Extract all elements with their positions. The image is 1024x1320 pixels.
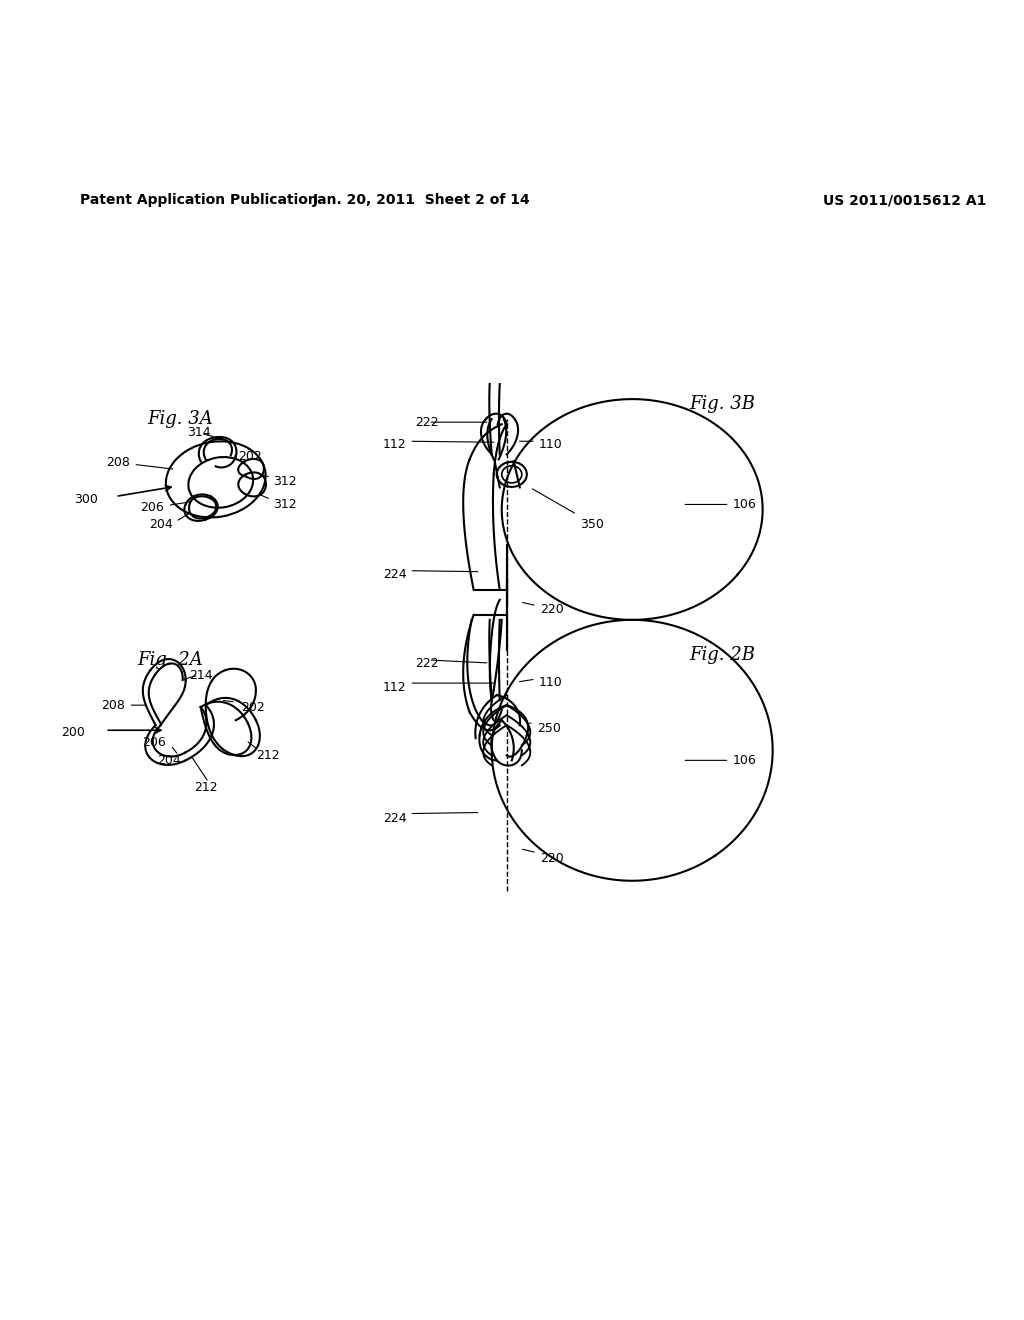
Text: 106: 106	[732, 754, 757, 767]
Text: Patent Application Publication: Patent Application Publication	[80, 194, 318, 207]
Text: 112: 112	[383, 681, 407, 693]
Text: 350: 350	[580, 517, 604, 531]
Text: 224: 224	[383, 568, 407, 581]
Text: 314: 314	[186, 426, 211, 438]
Text: 224: 224	[383, 812, 407, 825]
Text: 112: 112	[383, 438, 407, 450]
Text: 250: 250	[537, 722, 561, 735]
Text: Fig. 3B: Fig. 3B	[689, 395, 756, 413]
Text: Fig. 2A: Fig. 2A	[137, 651, 204, 669]
Text: Fig. 3A: Fig. 3A	[147, 411, 213, 428]
Text: 110: 110	[539, 676, 562, 689]
Text: 312: 312	[273, 475, 297, 488]
Text: 206: 206	[141, 735, 166, 748]
Text: 208: 208	[101, 698, 125, 711]
Text: 200: 200	[61, 726, 85, 739]
Text: 214: 214	[188, 668, 213, 681]
Text: 206: 206	[140, 502, 164, 513]
Text: 212: 212	[256, 748, 280, 762]
Text: 110: 110	[539, 438, 562, 450]
Text: Fig. 2B: Fig. 2B	[689, 645, 756, 664]
Text: US 2011/0015612 A1: US 2011/0015612 A1	[823, 194, 986, 207]
Text: 202: 202	[238, 450, 261, 463]
Text: 222: 222	[415, 656, 438, 669]
Text: 204: 204	[148, 517, 173, 531]
Text: 220: 220	[540, 853, 563, 865]
Text: 222: 222	[415, 416, 438, 429]
Text: 300: 300	[75, 492, 98, 506]
Text: 204: 204	[157, 754, 180, 767]
Text: 220: 220	[540, 603, 563, 616]
Text: 106: 106	[732, 498, 757, 511]
Text: Jan. 20, 2011  Sheet 2 of 14: Jan. 20, 2011 Sheet 2 of 14	[312, 194, 530, 207]
Text: 212: 212	[194, 781, 217, 793]
Text: 312: 312	[273, 498, 297, 511]
Text: 208: 208	[106, 455, 130, 469]
Text: 202: 202	[241, 701, 264, 714]
